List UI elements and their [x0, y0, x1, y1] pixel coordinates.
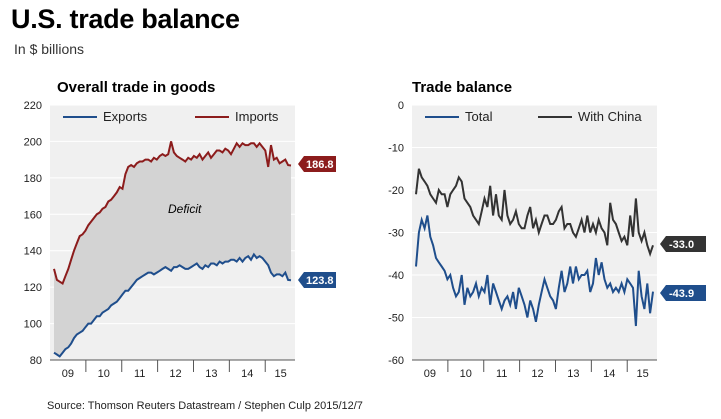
legend-china-label: With China [578, 109, 642, 124]
deficit-area [54, 141, 291, 357]
x-tick-label: 15 [275, 368, 287, 380]
y-tick-label: 140 [24, 246, 42, 258]
goods-panel-title: Overall trade in goods [57, 79, 215, 96]
x-tick-label: 09 [424, 368, 436, 380]
balance-x-axis: 09 10 11 12 13 14 15 [412, 359, 657, 380]
y-tick-label: 100 [24, 319, 42, 331]
goods-legend: Exports Imports [63, 109, 279, 124]
source-note: Source: Thomson Reuters Datastream / Ste… [47, 400, 363, 412]
imports-line [53, 141, 292, 285]
x-tick-label: 10 [98, 368, 110, 380]
y-tick-label: -60 [388, 355, 404, 367]
x-tick-label: 14 [241, 368, 253, 380]
legend-exports-label: Exports [103, 109, 148, 124]
y-tick-label: 160 [24, 209, 42, 221]
y-tick-label: 120 [24, 282, 42, 294]
balance-panel-title: Trade balance [412, 79, 512, 96]
deficit-annotation: Deficit [168, 202, 202, 216]
total-end-tag: -43.9 [660, 285, 706, 301]
balance-y-axis: 0 -10 -20 -30 -40 -50 -60 [388, 100, 404, 367]
china-line [415, 168, 654, 257]
x-tick-label: 12 [531, 368, 543, 380]
y-tick-label: 220 [24, 100, 42, 112]
exports-end-label: 123.8 [306, 275, 334, 287]
y-tick-label: -50 [388, 313, 404, 325]
exports-end-tag-shape [298, 272, 336, 288]
total-end-label: -43.9 [669, 288, 694, 300]
balance-legend: Total With China [425, 109, 642, 124]
x-tick-label: 12 [169, 368, 181, 380]
page-subtitle: In $ billions [14, 41, 85, 57]
x-tick-label: 15 [637, 368, 649, 380]
legend-imports-label: Imports [235, 109, 279, 124]
goods-y-axis: 80 100 120 140 160 180 200 220 [24, 100, 42, 367]
x-tick-label: 13 [205, 368, 217, 380]
y-tick-label: -40 [388, 270, 404, 282]
page-title: U.S. trade balance [11, 4, 240, 34]
imports-end-label: 186.8 [306, 159, 334, 171]
x-tick-label: 10 [460, 368, 472, 380]
y-tick-label: 200 [24, 136, 42, 148]
y-tick-label: -30 [388, 228, 404, 240]
china-end-tag-shape [660, 236, 706, 252]
y-tick-label: 180 [24, 173, 42, 185]
legend-total-label: Total [465, 109, 493, 124]
y-tick-label: -20 [388, 185, 404, 197]
imports-end-tag-shape [298, 156, 336, 172]
y-tick-label: -10 [388, 143, 404, 155]
total-end-tag-shape [660, 285, 706, 301]
china-end-label: -33.0 [669, 239, 694, 251]
y-tick-label: 0 [398, 100, 404, 112]
goods-panel: Overall trade in goods Deficit 80 100 120 1… [24, 79, 336, 380]
exports-end-tag: 123.8 [298, 272, 336, 288]
balance-panel: Trade balance 0 -10 -20 -30 -40 -50 -60 09 10 11… [388, 79, 706, 380]
total-line [415, 215, 654, 327]
x-tick-label: 11 [496, 368, 507, 380]
y-tick-label: 80 [30, 355, 42, 367]
exports-line [53, 252, 292, 358]
x-tick-label: 14 [603, 368, 615, 380]
imports-end-tag: 186.8 [298, 156, 336, 172]
x-tick-label: 11 [134, 368, 145, 380]
goods-x-axis: 09 10 11 12 13 14 15 [50, 359, 295, 380]
china-end-tag: -33.0 [660, 236, 706, 252]
x-tick-label: 09 [62, 368, 74, 380]
x-tick-label: 13 [567, 368, 579, 380]
